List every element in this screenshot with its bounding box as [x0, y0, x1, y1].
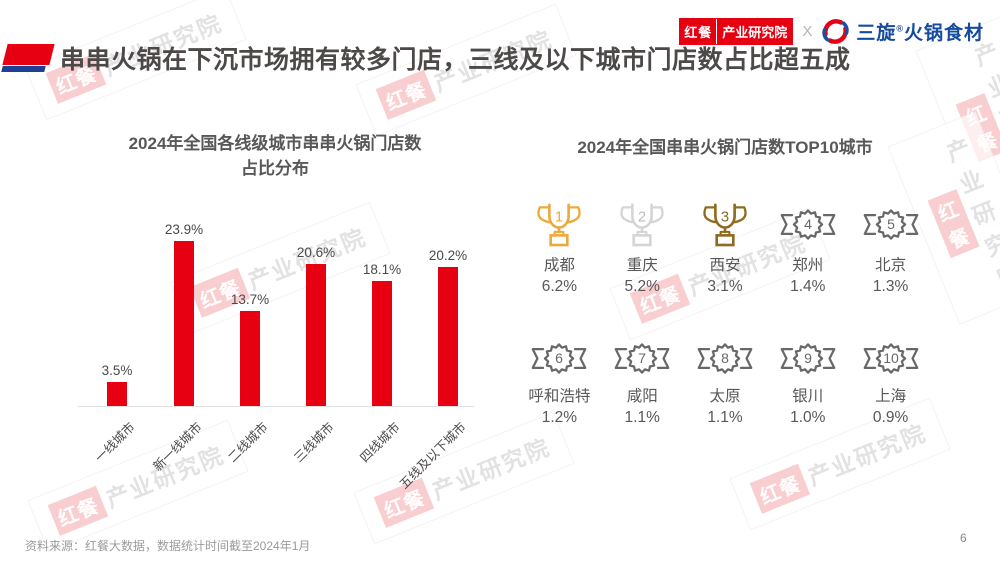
rank-number: 6	[555, 350, 563, 366]
page-title: 串串火锅在下沉市场拥有较多门店，三线及以下城市门店数占比超五成	[60, 46, 851, 74]
sanxuan-name: 三旋	[856, 23, 897, 44]
rank-number: 2	[638, 209, 646, 225]
rank-city: 郑州	[792, 257, 824, 274]
bar-value-label: 13.7%	[230, 292, 270, 308]
rank-city: 太原	[709, 388, 741, 405]
rank-number: 5	[887, 216, 895, 232]
rosette-badge-icon: 5	[863, 208, 918, 240]
rank-cell: 9 银川 1.0%	[766, 333, 849, 428]
rank-share: 6.2%	[541, 278, 578, 295]
rosette-badge-icon: 8	[697, 342, 753, 374]
rank-share: 1.1%	[624, 409, 660, 426]
rank-share: 3.1%	[707, 278, 743, 295]
rank-number: 9	[804, 350, 812, 366]
bar-chart-title: 2024年全国各线级城市串串火锅门店数 占比分布	[75, 131, 475, 181]
registered-mark: ®	[896, 23, 904, 34]
trophy-silver-icon: 2	[620, 203, 664, 247]
bar-value-label: 20.2%	[428, 247, 468, 263]
bar-chart-title-line1: 2024年全国各线级城市串串火锅门店数	[128, 134, 422, 153]
bar-group: 3.5%	[85, 214, 149, 406]
x-axis-line	[78, 406, 474, 407]
sanxuan-logo-text: 三旋®火锅食材	[856, 18, 984, 45]
bar-chart: 3.5% 23.9% 13.7% 20.6% 18.1% 20.2% 一线城市 …	[78, 213, 474, 492]
top10-row-1: 1 成都 6.2% 2	[518, 196, 932, 297]
rosette-badge-icon: 4	[780, 208, 836, 240]
rank-cell: 5 北京 1.3%	[849, 196, 932, 297]
rank-cell: 10 上海 0.9%	[849, 333, 932, 428]
rank-city: 重庆	[626, 257, 658, 274]
rank-cell: 2 重庆 5.2%	[601, 196, 684, 297]
rank-share: 5.2%	[624, 278, 660, 295]
rank-number: 10	[883, 350, 899, 366]
bar	[107, 381, 127, 406]
rank-city: 西安	[709, 257, 741, 274]
rank-city: 上海	[875, 388, 907, 405]
rank-cell: 8 太原 1.1%	[684, 333, 767, 428]
rank-cell: 7 咸阳 1.1%	[601, 333, 684, 428]
rank-share: 1.4%	[790, 278, 826, 295]
rosette-badge-icon: 9	[780, 342, 836, 374]
bar-value-label: 23.9%	[164, 222, 204, 238]
rank-city: 呼和浩特	[528, 388, 591, 405]
rank-share: 1.3%	[872, 278, 909, 295]
bar	[174, 241, 194, 406]
hongcan-logo-brand: 红餐	[680, 19, 718, 44]
trophy-gold-icon: 1	[537, 203, 582, 247]
data-source-note: 资料来源：红餐大数据，数据统计时间截至2024年1月	[25, 539, 311, 553]
bar-value-label: 20.6%	[296, 244, 336, 260]
rank-share: 1.0%	[790, 409, 826, 426]
sanxuan-suffix: 火锅食材	[903, 23, 984, 44]
rank-number: 1	[555, 209, 563, 225]
rank-number: 7	[638, 350, 646, 366]
rank-number: 8	[721, 350, 729, 366]
rosette-badge-icon: 7	[614, 342, 670, 374]
header-logos: 红餐 产业研究院 X 三旋®火锅食材	[679, 17, 984, 46]
rank-number: 3	[721, 209, 729, 225]
rank-city: 北京	[875, 257, 907, 274]
trophy-bronze-icon: 3	[703, 203, 747, 247]
sanxuan-logo-icon	[822, 19, 849, 44]
page-number: 6	[960, 531, 967, 545]
bar-group: 20.2%	[416, 214, 480, 406]
rosette-badge-icon: 6	[532, 342, 587, 374]
logo-separator: X	[802, 23, 813, 40]
bar-group: 18.1%	[350, 214, 414, 406]
bar-group: 23.9%	[152, 214, 216, 406]
rank-cell: 3 西安 3.1%	[684, 196, 767, 297]
top10-row-2: 6 呼和浩特 1.2% 7 咸阳 1.1%	[518, 333, 932, 428]
bar-group: 13.7%	[218, 214, 282, 406]
rank-share: 1.1%	[707, 409, 743, 426]
title-flag-red	[2, 44, 55, 65]
bar	[240, 311, 260, 406]
rosette-badge-icon: 10	[863, 342, 918, 374]
rank-share: 0.9%	[872, 409, 909, 426]
bar-chart-title-line2: 占比分布	[241, 159, 309, 178]
bar-group: 20.6%	[284, 214, 348, 406]
title-flag-blue	[1, 66, 46, 72]
rank-cell: 1 成都 6.2%	[518, 196, 601, 297]
bar	[306, 263, 326, 406]
bar-value-label: 18.1%	[362, 262, 402, 278]
rank-share: 1.2%	[541, 409, 578, 426]
bar-value-label: 3.5%	[101, 362, 133, 378]
bar	[438, 266, 458, 406]
rank-cell: 6 呼和浩特 1.2%	[518, 333, 601, 428]
rank-city: 成都	[543, 257, 575, 274]
rank-city: 银川	[792, 388, 824, 405]
top10-title: 2024年全国串串火锅门店数TOP10城市	[577, 138, 873, 157]
rank-city: 咸阳	[626, 388, 658, 405]
rank-cell: 4 郑州 1.4%	[766, 196, 849, 297]
bar	[372, 281, 392, 406]
rank-number: 4	[804, 216, 812, 232]
hongcan-logo-institute: 产业研究院	[717, 19, 793, 44]
hongcan-logo: 红餐 产业研究院	[679, 18, 794, 45]
